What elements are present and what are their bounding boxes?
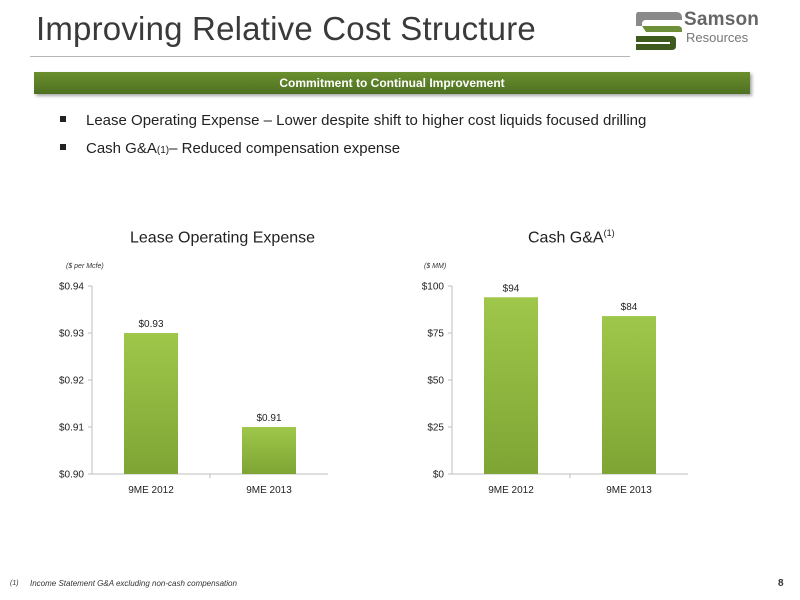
bar xyxy=(124,333,178,474)
page-number: 8 xyxy=(778,578,784,589)
footnote-marker: (1) xyxy=(10,580,19,587)
data-label: $0.91 xyxy=(256,413,281,424)
bullet-text-continued: – Reduced compensation expense xyxy=(169,140,401,157)
data-label: $94 xyxy=(503,283,520,294)
bar xyxy=(242,427,296,474)
x-tick-label: 9ME 2012 xyxy=(128,485,174,496)
bullet-item: Lease Operating Expense – Lower despite … xyxy=(60,112,646,132)
bullet-footnote-ref: (1) xyxy=(156,145,170,156)
y-tick-label: $0.91 xyxy=(59,423,84,434)
bullet-marker-icon xyxy=(60,144,66,150)
chart-title-ga: Cash G&A(1) xyxy=(528,228,615,247)
chart-cash-ga: $0 $25 $50 $75 $100 $94 9ME 2012 $84 9ME 2013 xyxy=(422,282,688,496)
chart-title-loe: Lease Operating Expense xyxy=(130,229,316,247)
bullet-item: Cash G&A (1) – Reduced compensation expen… xyxy=(60,140,646,160)
y-tick-label: $0.94 xyxy=(59,282,84,293)
y-tick-label: $0.93 xyxy=(59,329,84,340)
logo-name: Samson xyxy=(684,9,760,30)
samson-logo-icon xyxy=(636,12,682,50)
footnote-text: Income Statement G&A excluding non-cash … xyxy=(30,579,237,588)
y-tick-label: $25 xyxy=(427,423,444,434)
page-title: Improving Relative Cost Structure xyxy=(36,10,536,47)
x-tick-label: 9ME 2013 xyxy=(606,485,652,496)
y-tick-label: $75 xyxy=(427,329,444,340)
bar xyxy=(602,316,656,474)
section-banner: Commitment to Continual Improvement xyxy=(34,72,750,94)
x-tick-label: 9ME 2012 xyxy=(488,485,534,496)
bullet-list: Lease Operating Expense – Lower despite … xyxy=(60,112,646,168)
chart-unit-label-loe: ($ per Mcfe) xyxy=(66,263,104,270)
y-tick-label: $0 xyxy=(433,470,445,481)
title-divider xyxy=(30,56,630,57)
y-tick-label: $50 xyxy=(427,376,444,387)
x-tick-label: 9ME 2013 xyxy=(246,485,292,496)
chart-lease-operating-expense: $0.90 $0.91 $0.92 $0.93 $0.94 $0.93 9ME 2012 $0… xyxy=(59,282,328,496)
chart-unit-label-ga: ($ MM) xyxy=(424,263,447,270)
y-tick-label: $0.92 xyxy=(59,376,84,387)
y-tick-label: $100 xyxy=(422,282,445,293)
bullet-marker-icon xyxy=(60,116,66,122)
data-label: $0.93 xyxy=(138,319,163,330)
data-label: $84 xyxy=(621,302,638,313)
bullet-text: Lease Operating Expense – Lower despite … xyxy=(86,112,647,129)
logo-subtitle: Resources xyxy=(686,30,749,45)
y-tick-label: $0.90 xyxy=(59,470,84,481)
bullet-text: Cash G&A xyxy=(86,140,157,157)
bar xyxy=(484,297,538,474)
banner-text: Commitment to Continual Improvement xyxy=(279,76,505,90)
